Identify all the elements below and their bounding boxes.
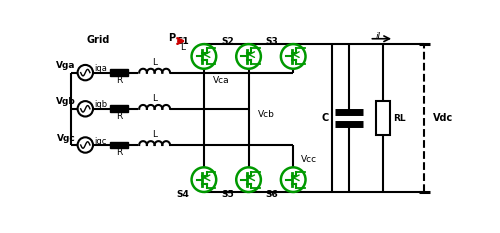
- Text: Vgc: Vgc: [56, 134, 76, 143]
- Text: RL: RL: [394, 113, 406, 123]
- Text: Vcc: Vcc: [300, 155, 316, 164]
- Text: L: L: [152, 94, 157, 103]
- Circle shape: [192, 44, 216, 69]
- Text: S5: S5: [221, 190, 234, 199]
- Circle shape: [192, 167, 216, 192]
- Text: iga: iga: [94, 64, 108, 73]
- Text: igc: igc: [94, 137, 107, 146]
- Bar: [376, 101, 390, 135]
- Text: L: L: [152, 58, 157, 67]
- Text: R: R: [116, 76, 122, 85]
- Circle shape: [78, 101, 93, 116]
- Text: S2: S2: [221, 37, 234, 46]
- Bar: [110, 105, 128, 112]
- Circle shape: [236, 44, 261, 69]
- Text: igb: igb: [94, 100, 108, 110]
- Text: Vdc: Vdc: [432, 113, 453, 123]
- Text: R: R: [116, 148, 122, 157]
- Text: L: L: [180, 44, 186, 52]
- Text: R: R: [116, 112, 122, 121]
- Circle shape: [281, 44, 305, 69]
- Text: C: C: [322, 113, 328, 123]
- Text: S4: S4: [176, 190, 190, 199]
- Circle shape: [281, 167, 305, 192]
- Text: P: P: [168, 33, 175, 43]
- Circle shape: [78, 137, 93, 153]
- Text: S3: S3: [266, 37, 278, 46]
- Text: iL: iL: [376, 32, 383, 41]
- Text: L: L: [152, 130, 157, 140]
- Text: Vga: Vga: [56, 61, 76, 70]
- Text: Grid: Grid: [86, 34, 110, 45]
- Circle shape: [236, 167, 261, 192]
- Text: S6: S6: [266, 190, 278, 199]
- Bar: [110, 69, 128, 76]
- Text: S1: S1: [176, 37, 190, 46]
- Text: Vgb: Vgb: [56, 97, 76, 106]
- Circle shape: [78, 65, 93, 80]
- Text: Vca: Vca: [214, 76, 230, 85]
- Bar: [110, 141, 128, 148]
- Text: Vcb: Vcb: [258, 110, 274, 120]
